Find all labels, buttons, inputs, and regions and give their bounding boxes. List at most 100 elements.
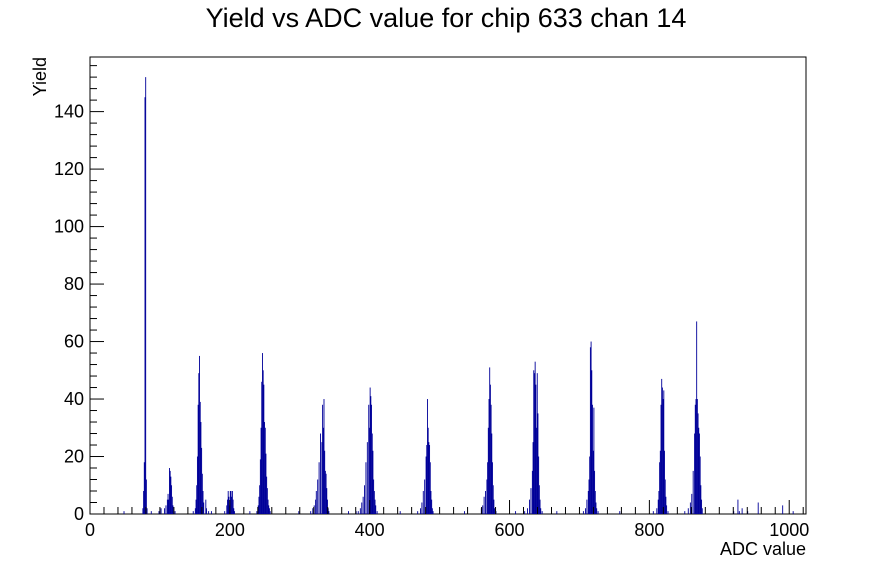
histogram-bin <box>424 479 426 514</box>
histogram-bin <box>530 488 532 514</box>
histogram-bin <box>226 505 228 514</box>
histogram-bin <box>430 491 432 514</box>
histogram-bin <box>540 508 542 514</box>
histogram-bin <box>268 505 270 514</box>
histogram-bin <box>689 502 691 514</box>
histogram-bin <box>666 505 668 514</box>
histogram-bin <box>594 470 596 514</box>
histogram-bin <box>146 508 148 514</box>
histogram-bin <box>231 496 233 514</box>
histogram-bin <box>321 442 323 514</box>
histogram-bin <box>227 499 228 514</box>
histogram-bin <box>597 511 599 514</box>
histogram-bin <box>664 479 666 514</box>
histogram-bin <box>431 499 433 514</box>
histogram-bin <box>368 427 370 514</box>
histogram-bin <box>320 433 321 514</box>
histogram-bin <box>264 427 266 514</box>
histogram-bin <box>169 468 170 514</box>
histogram-bin <box>425 456 427 514</box>
histogram-bin <box>323 399 325 514</box>
histogram-bin <box>160 508 162 514</box>
histogram-bin <box>429 462 431 514</box>
histogram-bin <box>699 433 700 514</box>
histogram-bin <box>372 450 374 514</box>
histogram-bin <box>142 508 144 514</box>
histogram-bin <box>660 404 662 514</box>
histogram-bin <box>491 433 493 514</box>
histogram-bin <box>592 404 593 514</box>
histogram-bin <box>171 485 173 514</box>
histogram-bin <box>232 499 234 514</box>
histogram-bin <box>536 373 538 514</box>
histogram-bin <box>165 505 167 514</box>
histogram-bin <box>317 479 319 514</box>
histogram-bin <box>192 511 194 514</box>
histogram-bin <box>429 445 431 514</box>
histogram-bin <box>123 511 125 514</box>
histogram-bin <box>172 505 174 514</box>
y-tick-label: 0 <box>74 504 84 524</box>
histogram-bin <box>652 511 654 514</box>
histogram-bin <box>206 508 207 514</box>
histogram-bin <box>373 491 375 514</box>
histogram-bin <box>150 511 152 514</box>
histogram-bin <box>231 491 233 514</box>
histogram-bin <box>589 456 591 514</box>
histogram-bin <box>741 508 743 514</box>
histogram-bin <box>198 373 200 514</box>
histogram-bin <box>357 511 359 514</box>
histogram-bin <box>315 491 317 514</box>
plot-area <box>89 56 807 515</box>
histogram-bin <box>369 387 371 514</box>
histogram-bin <box>318 462 320 514</box>
y-tick-label: 60 <box>64 332 84 352</box>
histogram-bin <box>658 491 660 514</box>
histogram-bin <box>164 508 166 514</box>
histogram-bin <box>361 502 363 514</box>
y-axis: 0 20 40 60 80 100 120 140 <box>54 65 104 524</box>
histogram-bin <box>527 508 528 514</box>
histogram-bin <box>259 459 261 514</box>
histogram-bin <box>260 427 262 514</box>
histogram-bin <box>534 361 536 514</box>
histogram-bin <box>692 470 694 514</box>
histogram-bin <box>145 479 147 514</box>
y-axis-label: Yield <box>30 57 50 96</box>
histogram-bin <box>698 427 700 514</box>
histogram-bin <box>535 384 537 514</box>
histogram-bin <box>492 462 493 514</box>
histogram-bin <box>417 511 419 514</box>
histogram-bin <box>199 401 201 514</box>
histogram-bin <box>541 511 543 514</box>
histogram-bin <box>326 488 328 514</box>
histogram-bin <box>556 511 558 514</box>
histogram-bin <box>259 485 261 514</box>
histogram-bin <box>538 485 540 514</box>
histogram-bin <box>143 462 145 514</box>
histogram-bin <box>587 491 589 514</box>
histogram-bin <box>249 511 251 514</box>
histogram-bin <box>266 476 268 514</box>
histogram-bin <box>699 456 701 514</box>
histogram-bin <box>494 508 496 514</box>
y-tick-label: 120 <box>54 159 84 179</box>
histogram-bin <box>482 505 484 514</box>
histogram-bin <box>368 404 370 514</box>
histogram-bin <box>202 491 204 514</box>
histogram-bin <box>170 476 172 514</box>
histogram-bin <box>145 77 147 514</box>
histogram-bin <box>233 508 235 514</box>
histogram-bin <box>234 511 235 514</box>
histogram-bin <box>661 378 663 514</box>
histogram-bin <box>327 499 328 514</box>
histogram-bin <box>426 445 428 514</box>
histogram-bin <box>536 427 538 514</box>
histogram-bin <box>328 511 330 514</box>
histogram-bin <box>227 491 229 514</box>
histogram-bin <box>531 470 533 514</box>
histogram-bin <box>659 450 661 514</box>
y-tick-label: 20 <box>64 447 84 467</box>
histogram-bars <box>123 77 794 515</box>
